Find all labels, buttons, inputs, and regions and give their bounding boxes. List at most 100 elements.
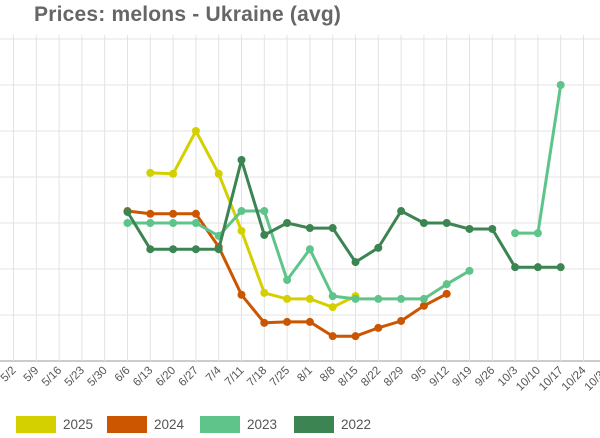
data-point bbox=[305, 224, 314, 233]
data-point bbox=[488, 224, 497, 233]
data-point bbox=[214, 169, 223, 178]
legend-label: 2024 bbox=[154, 416, 185, 432]
series-2024 bbox=[123, 207, 451, 341]
x-tick-label: 10/24 bbox=[560, 364, 589, 393]
data-point bbox=[419, 294, 428, 303]
data-point bbox=[169, 245, 178, 254]
x-tick-label: 10/10 bbox=[514, 365, 543, 394]
legend-item-2025[interactable]: 2025 bbox=[16, 413, 93, 435]
series-line bbox=[126, 209, 471, 301]
data-point bbox=[283, 317, 292, 326]
data-point bbox=[419, 301, 428, 310]
x-tick-label: 8/22 bbox=[359, 365, 383, 389]
legend-swatch bbox=[200, 415, 240, 433]
data-point bbox=[237, 226, 246, 235]
x-tick-label: 7/25 bbox=[268, 365, 292, 389]
data-point bbox=[374, 323, 383, 332]
x-tick-label: 9/5 bbox=[409, 365, 429, 385]
data-point bbox=[305, 245, 314, 254]
data-point bbox=[169, 169, 178, 178]
x-tick-label: 6/13 bbox=[131, 365, 155, 389]
legend-item-2023[interactable]: 2023 bbox=[200, 413, 277, 435]
data-point bbox=[260, 318, 269, 327]
data-point bbox=[419, 219, 428, 227]
data-point bbox=[169, 209, 178, 218]
data-point bbox=[397, 294, 406, 303]
data-point bbox=[283, 219, 292, 227]
data-point bbox=[214, 245, 223, 254]
data-point bbox=[397, 207, 406, 216]
data-point bbox=[465, 266, 474, 275]
legend-item-2024[interactable]: 2024 bbox=[107, 413, 184, 435]
x-tick-label: 5/30 bbox=[86, 365, 110, 389]
data-point bbox=[305, 294, 314, 303]
x-tick-label: 5/9 bbox=[22, 365, 42, 385]
x-tick-label: 9/26 bbox=[473, 365, 497, 389]
data-point bbox=[374, 294, 383, 303]
data-point bbox=[237, 155, 246, 164]
data-point bbox=[328, 224, 337, 233]
data-point bbox=[465, 224, 474, 233]
x-tick-label: 7/11 bbox=[223, 365, 247, 389]
data-point bbox=[328, 292, 337, 301]
legend-label: 2023 bbox=[247, 416, 278, 432]
data-point bbox=[146, 245, 155, 254]
x-tick-label: 5/23 bbox=[63, 365, 87, 389]
x-tick-label: 8/29 bbox=[382, 365, 406, 389]
legend-item-2022[interactable]: 2022 bbox=[294, 413, 371, 435]
data-point bbox=[533, 229, 542, 238]
data-point bbox=[169, 219, 178, 227]
x-tick-label: 10/17 bbox=[537, 365, 566, 394]
data-point bbox=[511, 263, 520, 272]
data-point bbox=[533, 263, 542, 272]
data-point bbox=[351, 332, 360, 341]
data-point bbox=[511, 229, 520, 238]
data-point bbox=[328, 332, 337, 341]
x-tick-label: 7/18 bbox=[245, 365, 269, 389]
x-tick-label: 8/15 bbox=[336, 365, 360, 389]
data-point bbox=[351, 258, 360, 267]
data-point bbox=[191, 219, 200, 227]
data-point bbox=[260, 288, 269, 297]
data-point bbox=[556, 263, 565, 272]
data-point bbox=[351, 294, 360, 303]
legend-label: 2025 bbox=[63, 416, 94, 432]
data-point bbox=[442, 219, 451, 227]
data-point bbox=[191, 127, 200, 135]
data-point bbox=[146, 219, 155, 227]
data-point bbox=[442, 280, 451, 289]
data-point bbox=[260, 230, 269, 239]
x-tick-label: 5/2 bbox=[0, 365, 19, 385]
data-point bbox=[237, 290, 246, 299]
x-tick-label: 8/8 bbox=[318, 365, 338, 385]
line-chart: 5/2 5/95/165/235/30 6/66/136/206/27 7/4 7/11… bbox=[0, 35, 600, 393]
x-tick-label: 10/30 bbox=[583, 365, 600, 394]
chart-legend: 2025 2024 2023 2022 bbox=[0, 410, 600, 438]
x-tick-label: 9/12 bbox=[428, 365, 452, 389]
x-tick-label: 7/4 bbox=[204, 364, 224, 384]
data-point bbox=[146, 209, 155, 218]
series-2022 bbox=[123, 155, 565, 272]
data-point bbox=[397, 316, 406, 325]
data-point bbox=[237, 207, 246, 216]
data-point bbox=[123, 207, 132, 216]
chart-title: Prices: melons - Ukraine (avg) bbox=[34, 3, 342, 26]
data-point bbox=[283, 276, 292, 285]
chart-grid bbox=[0, 35, 600, 362]
x-tick-label: 5/16 bbox=[40, 365, 64, 389]
data-point bbox=[191, 245, 200, 254]
legend-label: 2022 bbox=[341, 416, 372, 432]
series-2023 bbox=[123, 81, 565, 303]
data-point bbox=[328, 303, 337, 312]
chart-series bbox=[123, 81, 565, 341]
x-tick-label: 8/1 bbox=[295, 365, 315, 385]
data-point bbox=[283, 294, 292, 303]
x-tick-label: 6/20 bbox=[154, 365, 178, 389]
data-point bbox=[146, 168, 155, 177]
series-line bbox=[148, 129, 357, 309]
x-axis-ticks: 5/2 5/95/165/235/30 6/66/136/206/27 7/4 7/11… bbox=[0, 364, 600, 393]
data-point bbox=[260, 207, 269, 216]
legend-swatch bbox=[107, 415, 147, 433]
data-point bbox=[556, 81, 565, 89]
x-tick-label: 6/27 bbox=[177, 365, 201, 389]
